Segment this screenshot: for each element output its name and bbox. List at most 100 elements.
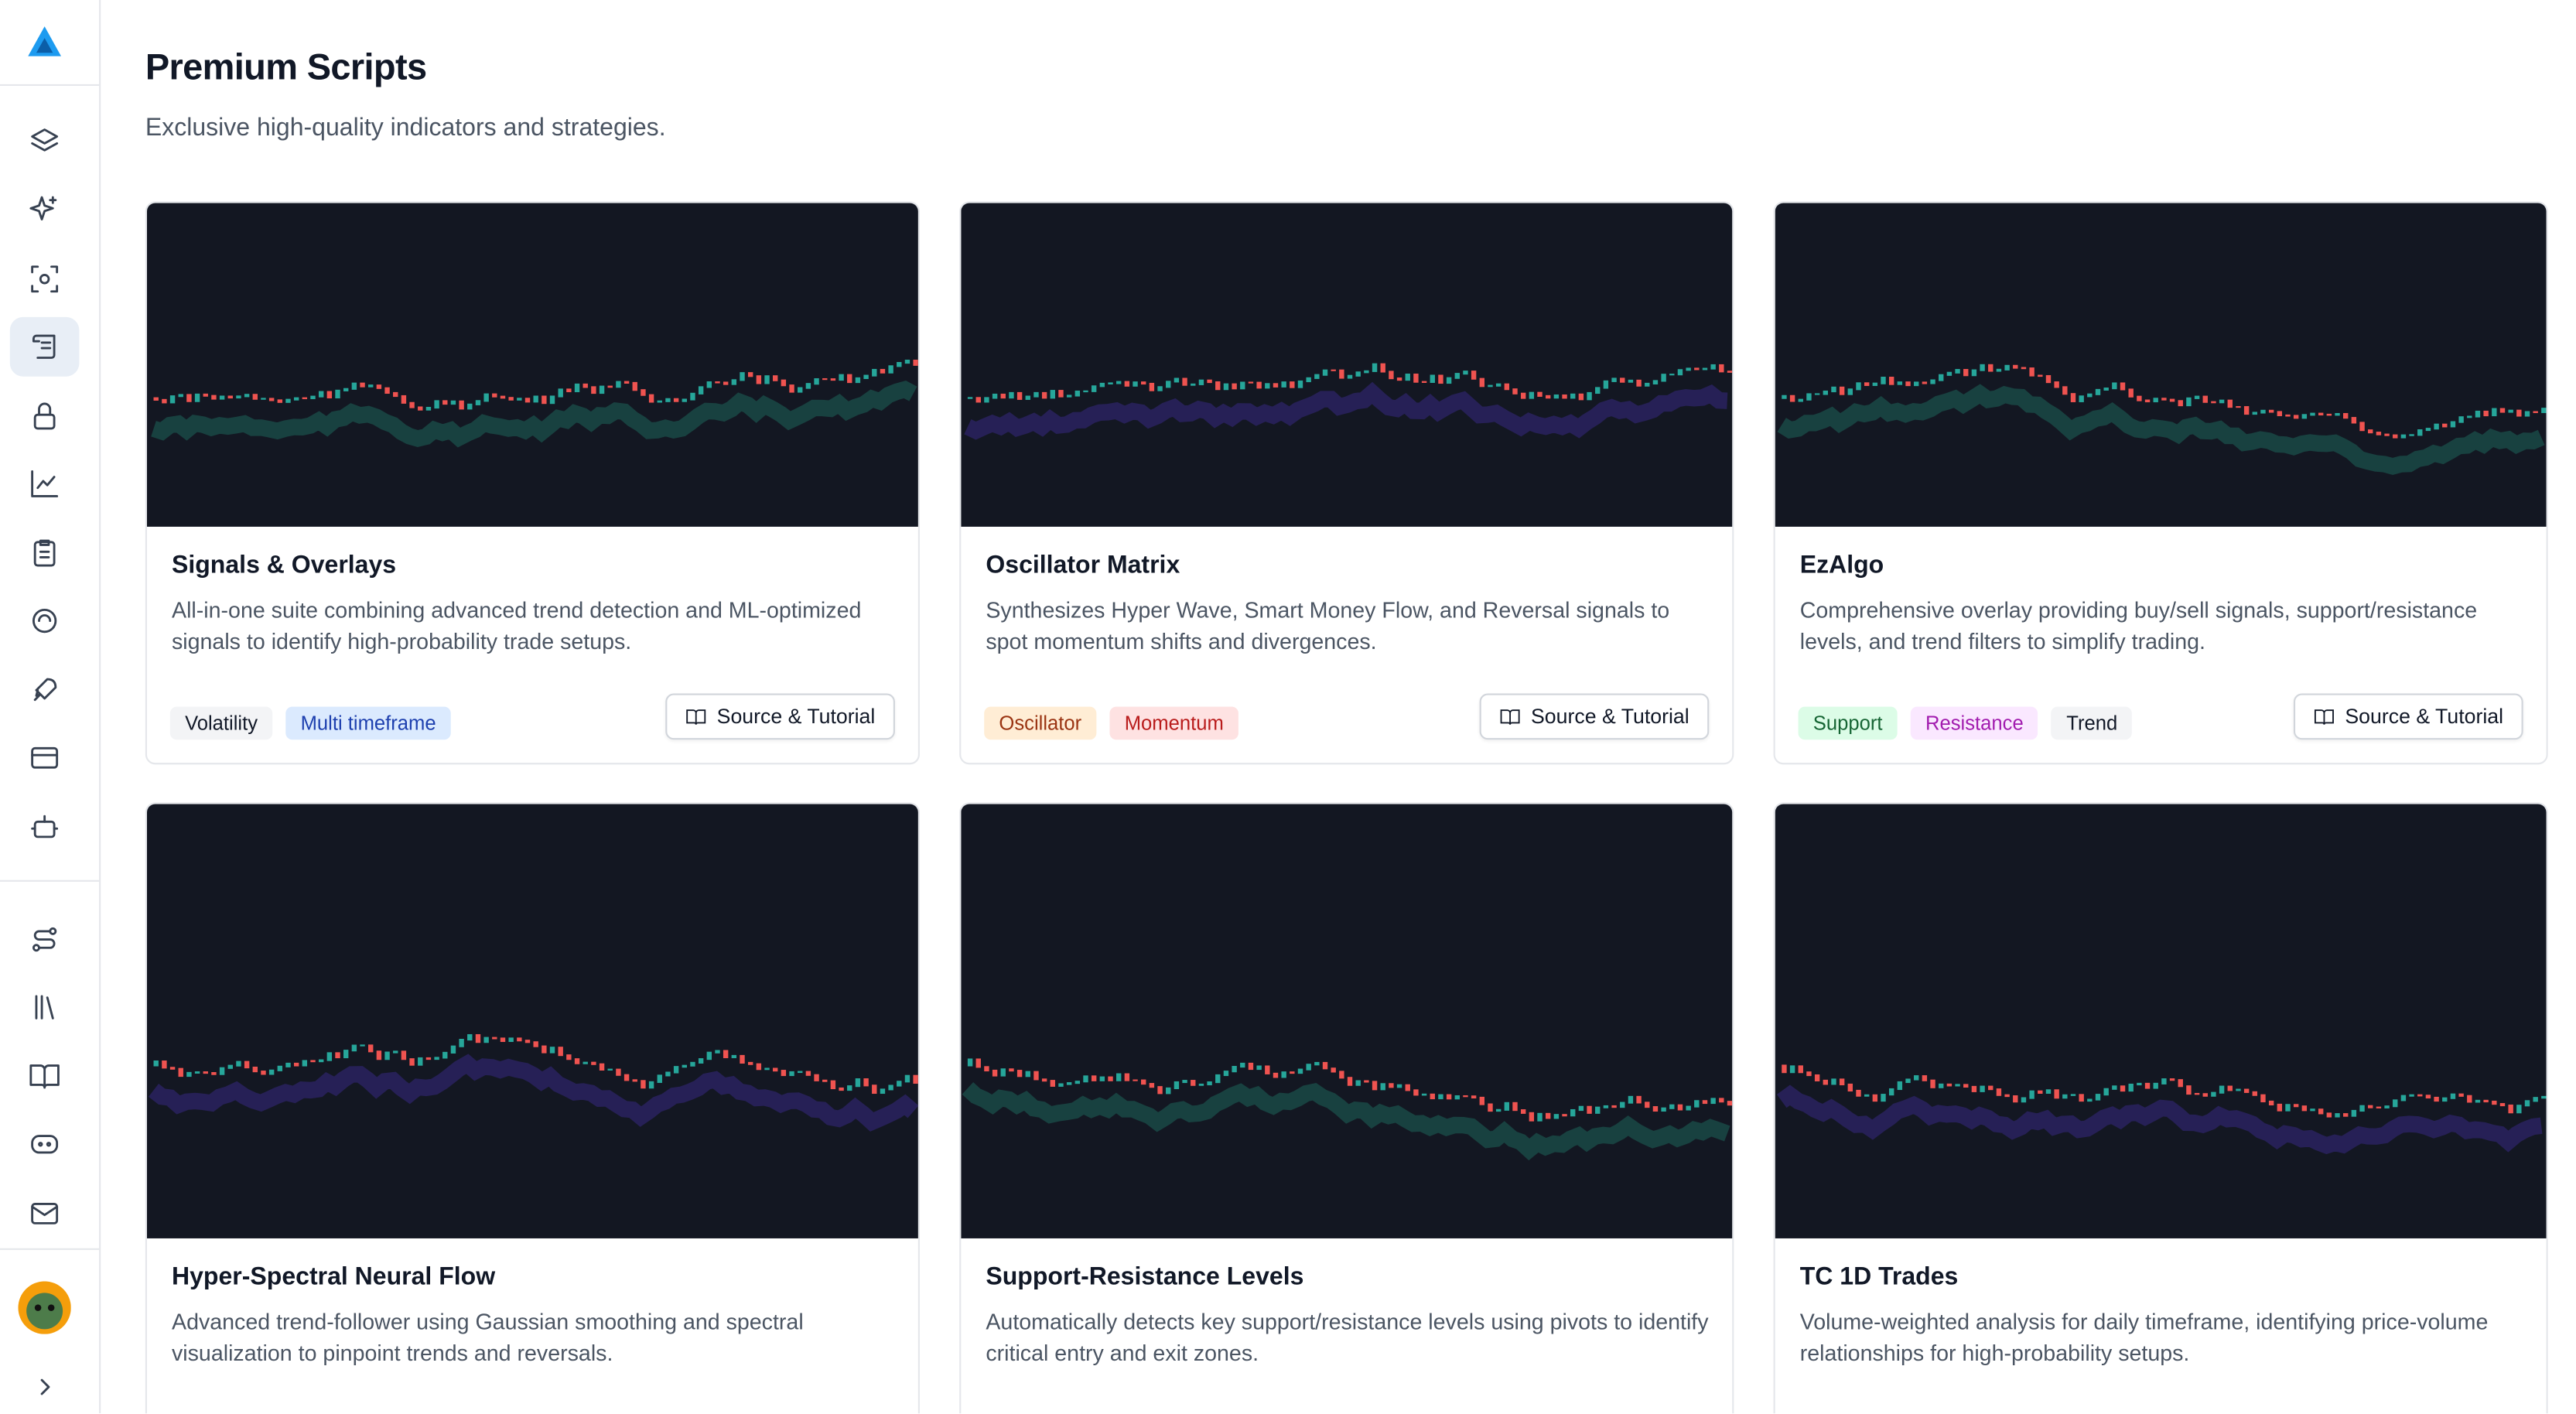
candle xyxy=(897,1081,902,1087)
candle xyxy=(2103,388,2109,391)
candle xyxy=(1578,393,1584,401)
candle xyxy=(2434,1096,2439,1102)
nav-ai[interactable] xyxy=(28,604,61,637)
source-tutorial-button[interactable]: Source & Tutorial xyxy=(665,693,895,740)
candle xyxy=(2359,1105,2365,1112)
candle xyxy=(351,1044,357,1052)
candle xyxy=(2541,1095,2547,1099)
logo[interactable] xyxy=(25,23,64,63)
script-card[interactable]: Hyper-Spectral Neural Flow Advanced trend… xyxy=(145,802,920,1414)
nav-mail[interactable] xyxy=(28,1197,61,1231)
nav-book[interactable] xyxy=(28,1060,61,1093)
candle xyxy=(326,391,333,398)
nav-rocket[interactable] xyxy=(28,674,61,707)
source-tutorial-button[interactable]: Source & Tutorial xyxy=(1479,693,1710,740)
nav-layers[interactable] xyxy=(28,125,61,159)
candle xyxy=(1463,371,1468,375)
tag: Momentum xyxy=(1109,706,1239,740)
nav-bot[interactable] xyxy=(28,811,61,844)
tag: Trend xyxy=(2052,706,2133,740)
script-card[interactable]: EzAlgo Comprehensive overlay providing bu… xyxy=(1773,201,2548,765)
expand[interactable] xyxy=(28,1371,61,1404)
candle xyxy=(2211,1091,2216,1097)
candle xyxy=(1290,381,1295,388)
candle xyxy=(2243,406,2250,415)
candle xyxy=(1389,1083,1394,1088)
nav-clipboard[interactable] xyxy=(28,537,61,570)
script-card[interactable]: Signals & Overlays All-in-one suite combi… xyxy=(145,201,920,765)
candle xyxy=(1520,392,1526,399)
chart-thumbnail xyxy=(146,804,918,1238)
candle xyxy=(162,1060,167,1069)
candle xyxy=(839,1087,844,1091)
candle xyxy=(855,377,861,384)
nav-scan[interactable] xyxy=(28,262,61,295)
candle xyxy=(2524,1100,2530,1107)
candle xyxy=(203,1071,208,1074)
candle xyxy=(1702,1100,1708,1105)
card-title: Hyper-Spectral Neural Flow xyxy=(171,1262,496,1292)
card-title: Signals & Overlays xyxy=(171,551,397,580)
nav-chart[interactable] xyxy=(28,467,61,500)
candle xyxy=(1380,363,1385,373)
candle xyxy=(599,1063,605,1071)
candle xyxy=(1930,379,1935,384)
source-tutorial-button[interactable]: Source & Tutorial xyxy=(2294,693,2523,740)
candle xyxy=(2384,433,2390,436)
candle xyxy=(1322,1061,1328,1070)
candle xyxy=(863,1078,869,1087)
candle xyxy=(607,1068,613,1071)
nav-discord[interactable] xyxy=(28,1128,61,1161)
candle xyxy=(1306,377,1311,383)
candle xyxy=(1108,382,1113,385)
candle xyxy=(2144,1082,2151,1089)
candle xyxy=(2533,411,2538,414)
candle xyxy=(401,1050,407,1060)
candle xyxy=(1669,374,1675,376)
candle xyxy=(1421,381,1427,384)
candle xyxy=(1446,377,1452,384)
candle xyxy=(1265,383,1270,389)
candle xyxy=(293,1062,299,1067)
candle xyxy=(872,1084,877,1095)
script-card[interactable]: Oscillator Matrix Synthesizes Hyper Wave,… xyxy=(959,201,1734,765)
candle xyxy=(492,393,497,398)
candle xyxy=(566,388,572,393)
candle xyxy=(1996,368,2002,372)
candle xyxy=(880,1088,886,1095)
candle xyxy=(847,374,852,384)
card-description: Advanced trend-follower using Gaussian s… xyxy=(171,1309,804,1366)
candle xyxy=(731,379,737,385)
candle xyxy=(648,394,654,403)
candle xyxy=(1636,379,1642,387)
nav-lock[interactable] xyxy=(28,400,61,433)
script-card[interactable]: TC 1D Trades Volume-weighted analysis for… xyxy=(1773,802,2548,1414)
candle xyxy=(261,398,266,400)
candle xyxy=(1922,1075,1928,1081)
candle xyxy=(1537,391,1543,397)
candle xyxy=(2054,381,2059,388)
candle xyxy=(1545,394,1551,399)
candle xyxy=(360,382,365,388)
candle xyxy=(1512,1101,1518,1112)
candle xyxy=(1939,374,1944,381)
candle xyxy=(1798,1065,1803,1074)
candle xyxy=(1495,1108,1502,1112)
nav-scripts[interactable] xyxy=(28,330,61,364)
chart-thumbnail xyxy=(1775,804,2547,1238)
nav-library[interactable] xyxy=(28,991,61,1024)
script-card[interactable]: Support-Resistance Levels Automatically d… xyxy=(959,802,1734,1414)
nav-route[interactable] xyxy=(28,923,61,956)
candle xyxy=(698,1058,704,1064)
candle xyxy=(1074,390,1081,397)
card-description: Comprehensive overlay providing buy/sell… xyxy=(1799,597,2478,654)
avatar[interactable] xyxy=(18,1281,71,1334)
nav-sparkles[interactable] xyxy=(28,193,61,227)
candle xyxy=(2384,1105,2390,1108)
candle xyxy=(533,1041,538,1047)
candle xyxy=(1025,1071,1030,1078)
nav-card[interactable] xyxy=(28,741,61,774)
candle xyxy=(2112,1085,2117,1090)
candle xyxy=(1372,1081,1378,1091)
candle xyxy=(764,1067,770,1071)
